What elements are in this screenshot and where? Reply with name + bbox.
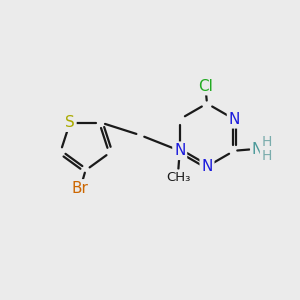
- Text: H: H: [262, 135, 272, 149]
- Text: S: S: [65, 115, 75, 130]
- Text: Cl: Cl: [198, 79, 213, 94]
- Text: N: N: [174, 143, 185, 158]
- Text: N: N: [229, 112, 240, 127]
- Text: H: H: [262, 149, 272, 163]
- Text: N: N: [201, 159, 213, 174]
- Text: Br: Br: [71, 181, 88, 196]
- Text: N: N: [252, 142, 263, 157]
- Text: CH₃: CH₃: [166, 171, 190, 184]
